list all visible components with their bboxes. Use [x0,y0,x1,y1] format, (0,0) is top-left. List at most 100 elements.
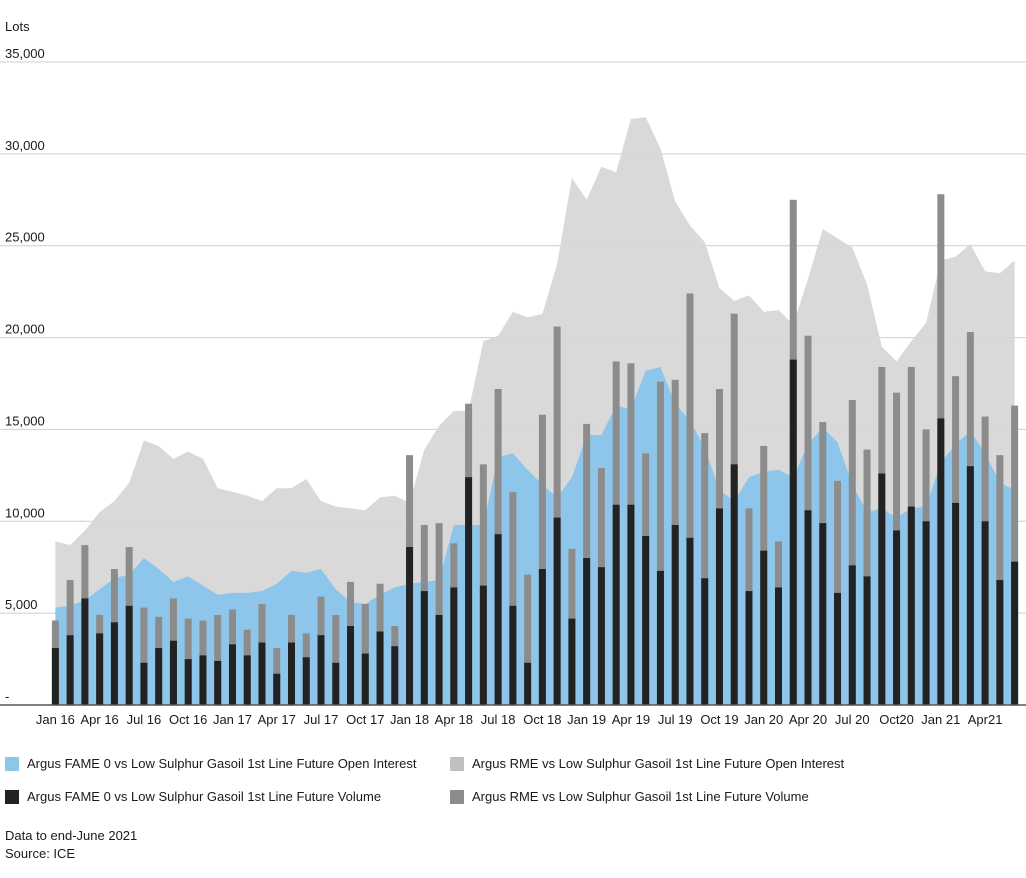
bar-fame-volume [243,655,251,705]
x-tick-label: Jul 20 [835,712,870,727]
bar-fame-volume [155,648,163,705]
bar-fame-volume [878,473,886,705]
legend-label: Argus FAME 0 vs Low Sulphur Gasoil 1st L… [27,789,382,804]
bar-fame-volume [966,466,974,705]
bar-fame-volume [612,504,620,705]
x-tick-label: Jan 20 [744,712,783,727]
x-tick-label: Oct 18 [523,712,561,727]
bar-rme-volume [435,523,443,705]
y-tick-label: - [5,689,9,704]
legend-item-rme-open-interest: Argus RME vs Low Sulphur Gasoil 1st Line… [450,756,844,771]
bar-fame-volume [553,517,561,705]
legend-swatch [450,789,464,804]
x-tick-label: Apr 18 [435,712,473,727]
bar-fame-volume [199,655,207,705]
bar-fame-volume [627,504,635,705]
bar-rme-volume [686,293,694,705]
y-tick-label: 35,000 [5,46,45,61]
bar-fame-volume [775,587,782,705]
x-tick-label: Oct 16 [169,712,207,727]
x-tick-label: Jan 21 [921,712,960,727]
x-tick-label: Apr 16 [80,712,118,727]
x-axis: Jan 16 Apr 16 Jul 16 Oct 16 Jan 17 Apr 17 Jul … [0,704,1026,727]
bar-fame-volume [391,646,399,705]
bar-rme-volume [1011,405,1019,705]
x-tick-label: Apr21 [968,712,1003,727]
bar-rme-volume [140,607,148,705]
bar-fame-volume [228,644,236,705]
bar-fame-volume [465,477,473,705]
bar-rme-volume [214,614,222,705]
bar-rme-volume [553,326,561,705]
bar-fame-volume [701,578,709,705]
bar-fame-volume [583,558,591,705]
legend-label: Argus FAME 0 vs Low Sulphur Gasoil 1st L… [27,756,417,771]
x-tick-label: Apr 19 [612,712,650,727]
x-tick-label: Jan 16 [36,712,75,727]
bar-fame-volume [804,510,812,705]
open-interest-areas [55,117,1015,706]
bar-fame-volume [745,591,753,705]
bar-fame-volume [288,642,295,705]
bar-fame-volume [1011,561,1019,705]
bar-rme-volume [701,433,709,705]
bar-fame-volume [302,657,310,705]
y-tick-label: 15,000 [5,413,45,428]
bar-fame-volume [494,534,502,705]
bar-fame-volume [332,662,340,705]
legend-item-rme-volume: Argus RME vs Low Sulphur Gasoil 1st Line… [450,789,809,804]
bar-rme-volume [332,614,340,705]
source-note: Source: ICE [5,846,76,861]
bar-fame-volume [406,547,414,705]
bar-rme-volume [538,414,546,705]
bar-fame-volume [981,521,989,705]
bar-fame-volume [169,640,177,705]
bar-fame-volume [125,605,133,705]
bar-fame-volume [937,418,945,705]
bar-fame-volume [863,576,871,705]
bar-fame-volume [597,567,605,705]
chart-svg: - 5,000 10,000 15,000 20,000 25,000 30,000 35,0… [0,19,1026,727]
bar-fame-volume [819,523,827,705]
bar-fame-volume [66,635,74,705]
bar-fame-volume [273,673,281,705]
x-tick-label: Jul 18 [481,712,516,727]
bar-fame-volume [538,569,546,705]
bar-fame-volume [214,660,222,705]
x-tick-label: Jul 19 [658,712,693,727]
bar-fame-volume [450,587,458,705]
bar-fame-volume [51,648,59,705]
bar-fame-volume [435,614,443,705]
x-tick-label: Apr 20 [789,712,827,727]
bar-fame-volume [361,653,369,705]
bar-fame-volume [509,605,517,705]
x-tick-label: Jul 16 [127,712,162,727]
bar-fame-volume [893,530,901,705]
volume-bars [51,194,1019,706]
x-tick-label: Oct20 [879,712,914,727]
x-tick-label: Apr 17 [258,712,296,727]
x-tick-label: Jan 17 [213,712,252,727]
x-tick-label: Jan 18 [390,712,429,727]
bar-fame-volume [110,622,118,705]
bar-fame-volume [907,506,915,705]
y-tick-label: 5,000 [5,597,38,612]
bar-rme-volume [656,381,664,705]
bar-fame-volume [524,662,532,705]
y-axis-label: Lots [5,19,30,34]
y-axis: - 5,000 10,000 15,000 20,000 25,000 30,000 35,0… [5,46,45,704]
y-tick-label: 10,000 [5,505,45,520]
bar-fame-volume [760,550,768,705]
y-tick-label: 20,000 [5,322,45,337]
bar-fame-volume [848,565,856,705]
bar-fame-volume [479,585,487,705]
bar-rme-volume [509,491,517,705]
bar-fame-volume [730,464,738,705]
bar-fame-volume [258,642,266,705]
bar-fame-volume [996,580,1004,705]
bar-fame-volume [317,635,325,705]
legend-swatch [5,789,19,804]
legend-item-fame-open-interest: Argus FAME 0 vs Low Sulphur Gasoil 1st L… [5,756,416,771]
bar-fame-volume [789,359,797,705]
legend-swatch [450,756,464,771]
